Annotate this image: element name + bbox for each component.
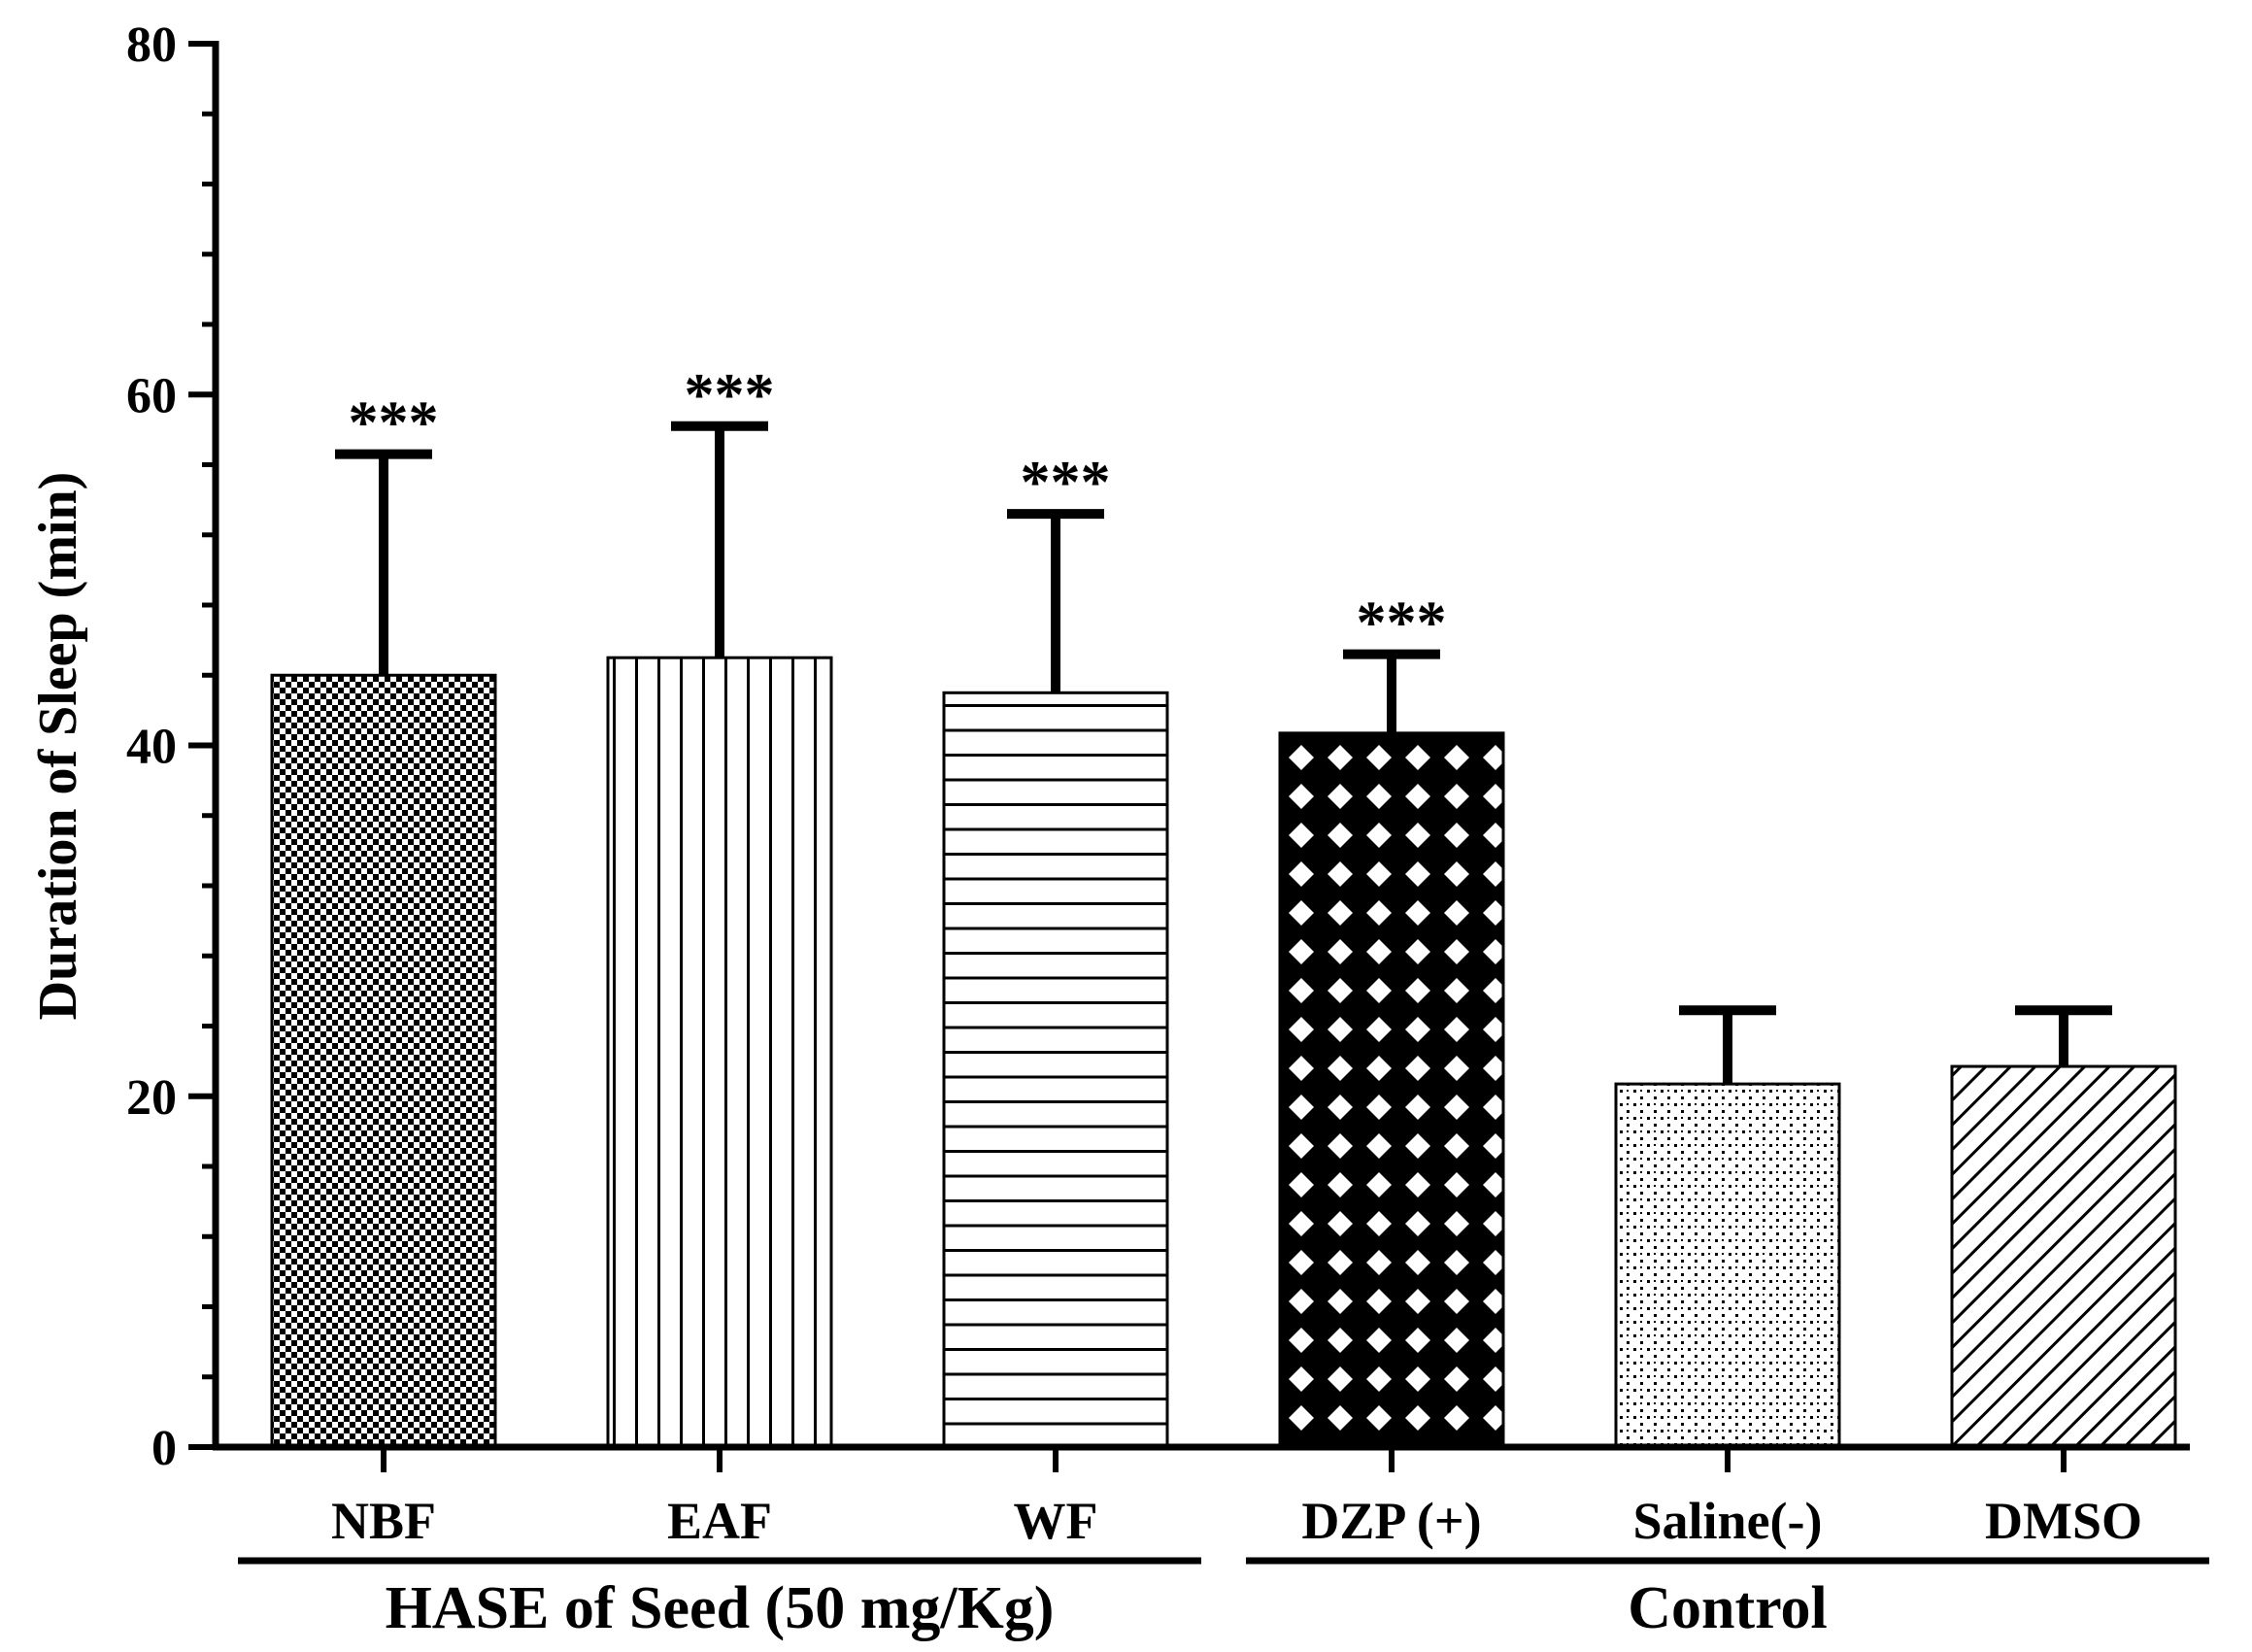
- x-tick-label-3: DZP (+): [1301, 1492, 1481, 1550]
- y-tick-label: 40: [126, 720, 177, 775]
- x-tick-label-4: Saline(-): [1633, 1492, 1823, 1550]
- y-tick-label: 20: [126, 1070, 177, 1126]
- y-tick-label: 0: [151, 1421, 177, 1476]
- bar-4: [1614, 1082, 1841, 1449]
- y-tick-label: 60: [126, 368, 177, 423]
- bar-0: [270, 673, 497, 1449]
- significance-label-1: ***: [685, 362, 775, 428]
- y-tick-label: 80: [126, 17, 177, 73]
- significance-label-0: ***: [349, 390, 439, 456]
- bar-3: [1278, 731, 1505, 1449]
- significance-label-2: ***: [1021, 450, 1111, 516]
- bar-1: [606, 656, 833, 1449]
- group-label-0: HASE of Seed (50 mg/Kg): [386, 1575, 1055, 1641]
- x-tick-label-5: DMSO: [1985, 1492, 2142, 1550]
- x-tick-label-2: WF: [1014, 1492, 1098, 1550]
- y-axis-title: Duration of Sleep (min): [28, 472, 88, 1021]
- x-tick-label-1: EAF: [667, 1492, 772, 1550]
- bar-2: [942, 691, 1169, 1449]
- group-label-1: Control: [1628, 1575, 1828, 1641]
- bar-5: [1950, 1064, 2177, 1449]
- significance-label-3: ***: [1357, 590, 1447, 657]
- x-tick-label-0: NBF: [331, 1492, 436, 1550]
